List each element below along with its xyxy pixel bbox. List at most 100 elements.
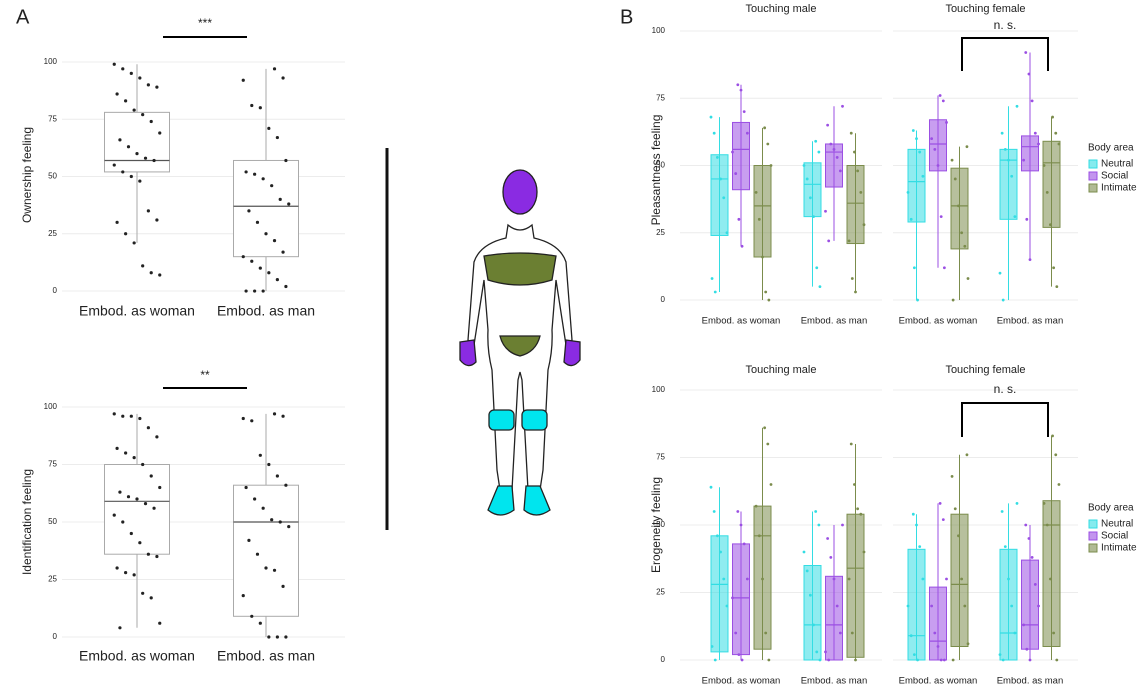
point (957, 534, 960, 537)
point (736, 510, 739, 513)
point (144, 157, 147, 160)
point (155, 555, 158, 558)
point (737, 218, 740, 221)
significance-label: *** (198, 16, 212, 30)
point (853, 151, 856, 154)
point (276, 474, 279, 477)
point (1051, 435, 1054, 438)
point (758, 218, 761, 221)
point (967, 277, 970, 280)
point (806, 570, 809, 573)
box (1043, 501, 1060, 647)
facet-title: Touching male (746, 3, 817, 15)
point (848, 239, 851, 242)
y-tick-label: 0 (53, 632, 58, 641)
point (242, 594, 245, 597)
point (250, 104, 253, 107)
point (1046, 191, 1049, 194)
point (158, 273, 161, 276)
point (138, 417, 141, 420)
y-tick-label: 25 (48, 229, 57, 238)
y-tick-label: 50 (48, 172, 57, 181)
box (733, 544, 750, 655)
point (1022, 159, 1025, 162)
box (1022, 136, 1039, 171)
point (135, 152, 138, 155)
point (921, 175, 924, 178)
point (113, 514, 116, 517)
point (767, 299, 770, 302)
point (912, 513, 915, 516)
point (848, 578, 851, 581)
legend-swatch (1089, 160, 1097, 168)
point (1002, 299, 1005, 302)
point (806, 178, 809, 181)
point (273, 239, 276, 242)
x-tick-label: Embod. as man (997, 316, 1064, 327)
point (711, 645, 714, 648)
y-tick-label: 100 (652, 385, 666, 394)
point (859, 191, 862, 194)
point (279, 520, 282, 523)
box (951, 514, 968, 646)
point (933, 148, 936, 151)
y-tick-label: 50 (48, 517, 57, 526)
point (767, 659, 770, 662)
point (913, 266, 916, 269)
point (826, 124, 829, 127)
point (247, 209, 250, 212)
point (284, 285, 287, 288)
facet-title: Touching female (945, 3, 1025, 15)
legend-title: Body area (1088, 143, 1134, 154)
point (833, 578, 836, 581)
box (930, 587, 947, 660)
point (945, 578, 948, 581)
y-tick-label: 75 (48, 114, 57, 123)
point (130, 175, 133, 178)
point (839, 632, 842, 635)
point (130, 72, 133, 75)
point (963, 605, 966, 608)
point (763, 426, 766, 429)
point (853, 483, 856, 486)
significance-bracket (962, 38, 1048, 71)
point (856, 169, 859, 172)
point (158, 622, 161, 625)
point (933, 632, 936, 635)
point (141, 113, 144, 116)
point (1043, 164, 1046, 167)
box (105, 465, 170, 555)
point (952, 659, 955, 662)
point (147, 83, 150, 86)
box (847, 166, 864, 244)
point (1004, 545, 1007, 548)
point (250, 419, 253, 422)
point (141, 463, 144, 466)
point (999, 272, 1002, 275)
point (1049, 223, 1052, 226)
point (1024, 51, 1027, 54)
point (124, 571, 127, 574)
box (711, 536, 728, 652)
panel-label: A (16, 6, 30, 28)
point (827, 659, 830, 662)
point (912, 129, 915, 132)
point (124, 99, 127, 102)
point (910, 218, 913, 221)
point (734, 172, 737, 175)
point (1013, 215, 1016, 218)
point (939, 94, 942, 97)
point (952, 299, 955, 302)
point (836, 156, 839, 159)
x-tick-label: Embod. as woman (899, 676, 978, 687)
y-axis-label: Identification feeling (20, 469, 34, 575)
point (740, 89, 743, 92)
box (804, 566, 821, 661)
point (1024, 524, 1027, 527)
point (244, 289, 247, 292)
point (1037, 605, 1040, 608)
body-figure (460, 170, 580, 515)
point (124, 451, 127, 454)
point (761, 578, 764, 581)
point (854, 659, 857, 662)
